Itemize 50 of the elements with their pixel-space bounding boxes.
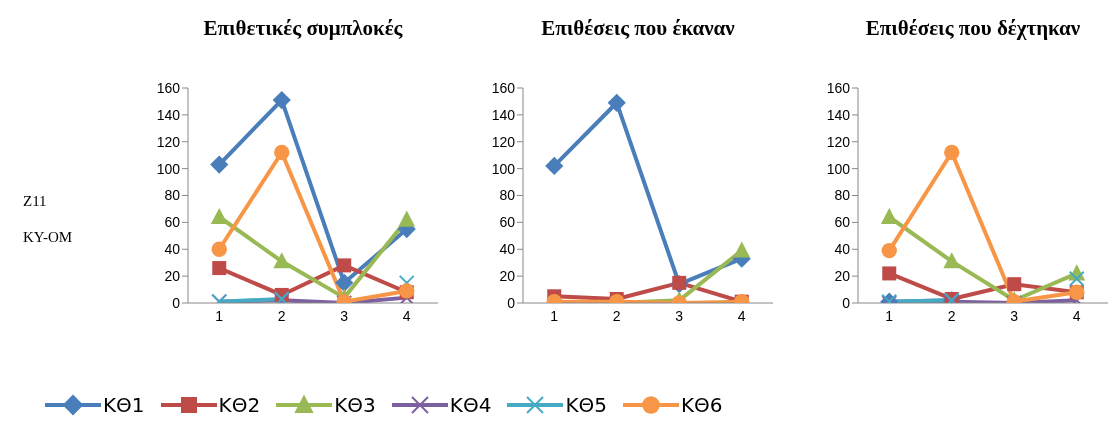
x-tick-label: 3 [340,307,349,324]
text: KY-OM [23,228,73,247]
y-tick-label: 140 [156,106,181,123]
legend-label: ΚΘ4 [449,393,492,417]
y-tick-label: 20 [834,268,851,285]
y-tick-label: 60 [499,214,516,231]
chart-title: Επιθέσεις που έκαναν [540,15,736,42]
x-tick-label: 4 [1072,307,1081,324]
legend-label: ΚΘ2 [218,393,261,417]
y-tick-label: 80 [164,187,181,204]
y-tick-label: 160 [826,79,851,96]
y-tick-label: 60 [834,214,851,231]
y-tick-label: 100 [826,160,851,177]
text: Z11 [23,192,48,211]
legend-label: ΚΘ3 [334,393,376,417]
y-tick-label: 120 [826,133,851,150]
x-tick-label: 4 [737,307,746,324]
x-tick-label: 4 [402,307,411,324]
legend-label: ΚΘ1 [103,393,145,417]
y-tick-label: 100 [156,160,181,177]
y-tick-label: 40 [834,241,851,258]
y-tick-label: 160 [156,79,181,96]
y-tick-label: 80 [499,187,516,204]
y-tick-label: 160 [491,79,516,96]
y-tick-label: 40 [164,241,181,258]
x-tick-label: 1 [885,307,894,324]
x-tick-label: 1 [215,307,224,324]
x-tick-label: 2 [612,307,621,324]
y-tick-label: 100 [491,160,516,177]
x-tick-label: 2 [947,307,956,324]
y-tick-label: 120 [156,133,181,150]
y-tick-label: 80 [834,187,851,204]
y-tick-label: 20 [164,268,181,285]
x-tick-label: 3 [1010,307,1019,324]
y-tick-label: 120 [491,133,516,150]
y-tick-label: 140 [491,106,516,123]
x-tick-label: 3 [675,307,684,324]
y-tick-label: 60 [164,214,181,231]
legend-label: ΚΘ6 [680,393,723,417]
chart-title: Επιθέσεις που δέχτηκαν [864,15,1082,42]
y-tick-label: 0 [172,294,181,311]
chart-title: Επιθετικές συμπλοκές [202,15,404,42]
x-tick-label: 2 [277,307,286,324]
y-tick-label: 20 [499,268,516,285]
y-tick-label: 140 [826,106,851,123]
y-tick-label: 40 [499,241,516,258]
legend-label: ΚΘ5 [565,393,607,417]
x-tick-label: 1 [550,307,559,324]
y-tick-label: 0 [507,294,516,311]
y-tick-label: 0 [842,294,851,311]
